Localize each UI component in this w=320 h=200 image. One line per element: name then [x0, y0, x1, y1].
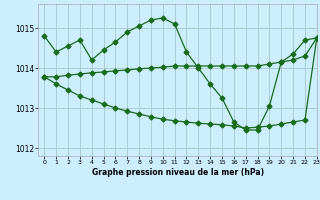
X-axis label: Graphe pression niveau de la mer (hPa): Graphe pression niveau de la mer (hPa) [92, 168, 264, 177]
